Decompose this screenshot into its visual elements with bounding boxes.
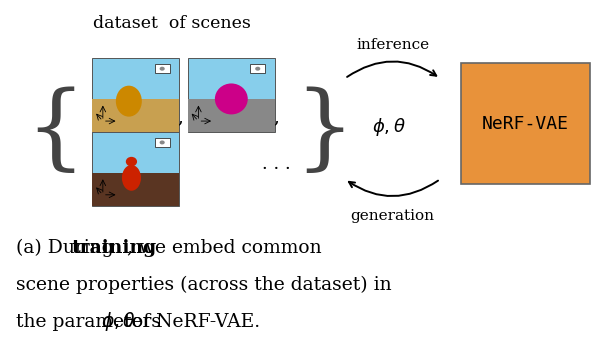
- Bar: [250, 64, 265, 73]
- Ellipse shape: [116, 86, 142, 117]
- Text: {: {: [25, 87, 85, 177]
- Text: inference: inference: [356, 38, 429, 52]
- Text: ,: ,: [175, 182, 181, 200]
- Bar: [92, 132, 179, 206]
- Text: }: }: [294, 87, 354, 177]
- Bar: [155, 138, 170, 147]
- Text: , we embed common: , we embed common: [127, 239, 322, 257]
- Bar: [188, 99, 275, 132]
- Text: generation: generation: [350, 209, 434, 223]
- Text: scene properties (across the dataset) in: scene properties (across the dataset) in: [16, 275, 392, 294]
- Bar: [155, 64, 170, 73]
- Text: ,: ,: [273, 108, 279, 126]
- Text: · · ·: · · ·: [262, 160, 290, 178]
- Text: training: training: [72, 239, 157, 257]
- Text: $\phi, \theta$: $\phi, \theta$: [371, 116, 405, 138]
- Bar: [92, 58, 179, 132]
- Bar: [92, 99, 179, 132]
- Ellipse shape: [255, 67, 260, 71]
- Bar: [188, 58, 275, 132]
- Text: (a) During: (a) During: [16, 239, 120, 257]
- Text: NeRF-VAE: NeRF-VAE: [482, 115, 569, 133]
- Text: ,: ,: [178, 108, 184, 126]
- Text: of NeRF-VAE.: of NeRF-VAE.: [125, 313, 260, 331]
- Ellipse shape: [160, 67, 165, 71]
- Ellipse shape: [126, 157, 137, 166]
- Text: dataset  of scenes: dataset of scenes: [92, 15, 251, 32]
- Text: the parameters: the parameters: [16, 313, 167, 331]
- FancyBboxPatch shape: [461, 64, 590, 184]
- Ellipse shape: [215, 83, 248, 115]
- Bar: [92, 173, 179, 206]
- Ellipse shape: [122, 165, 141, 191]
- Text: $\phi, \theta$: $\phi, \theta$: [101, 310, 136, 333]
- Ellipse shape: [160, 141, 165, 144]
